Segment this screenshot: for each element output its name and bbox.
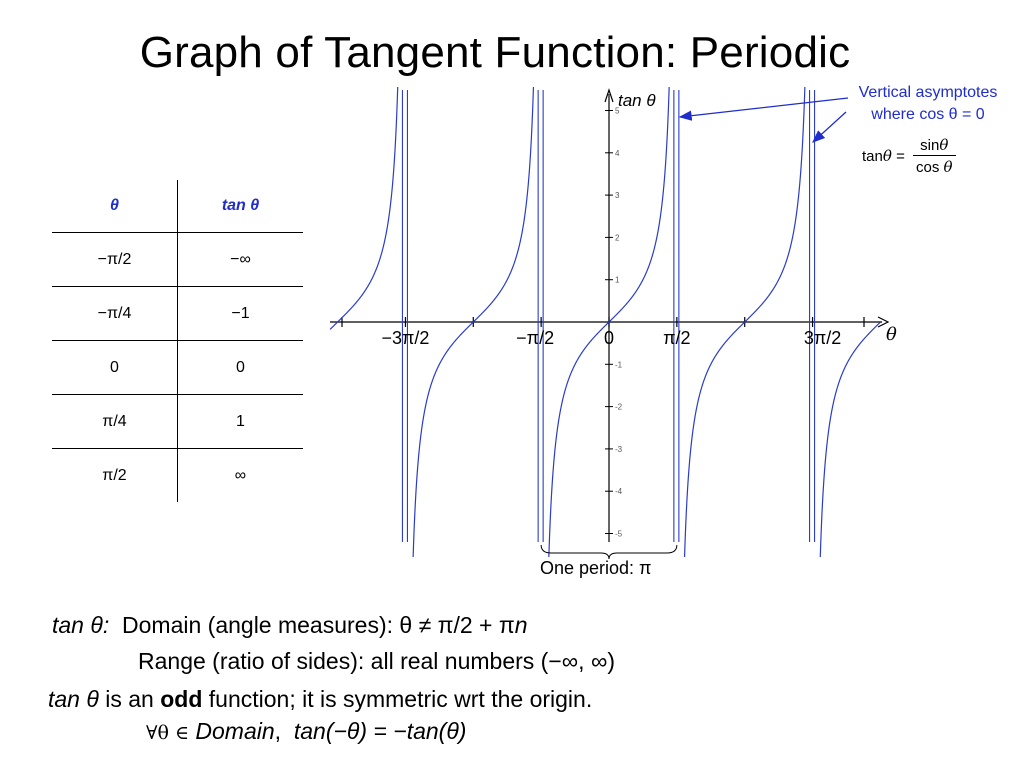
table-header-tan: tan θ [177,180,303,233]
table-cell-theta: π/2 [52,448,178,502]
formula-tan: tan [862,148,883,165]
tangent-branch [412,87,535,557]
tangent-branch [819,322,881,557]
tangent-branch [329,87,399,330]
formula-theta-num: θ [939,136,949,154]
y-tick-label: 1 [615,276,620,285]
formula-denominator: cos θ [913,156,956,176]
y-tick-label: -3 [615,445,623,454]
forall-domain: Domain [195,718,275,744]
formula-equals: = [896,148,905,165]
y-tick-label: -4 [615,487,623,496]
table-cell-theta: −π/4 [52,286,178,341]
y-tick-label: -2 [615,403,623,412]
table-cell-tan: −∞ [177,232,303,287]
domain-n: n [514,612,528,638]
table-row: π/2 ∞ [52,448,303,502]
formula-numerator: sinθ [913,136,956,156]
asymptote-lines [401,90,816,542]
axes [330,88,890,542]
odd-mid: is an [98,686,161,712]
table-cell-theta: −π/2 [52,232,178,287]
domain-tan-label: tan θ: [52,612,110,638]
y-tick-label: 2 [615,233,620,242]
odd-note: tan θ is an odd function; it is symmetri… [48,686,592,713]
tangent-branch [548,87,670,557]
forall-comma: , [274,718,282,744]
odd-suffix: function; it is symmetric wrt the origin… [202,686,593,712]
x-tick-label: π/2 [663,328,690,348]
formula-fraction: sinθ cos θ [913,136,956,176]
table-row: 0 0 [52,340,303,395]
y-tick-label: 5 [615,107,620,116]
table-row: −π/4 −1 [52,286,303,341]
table-row: −π/2 −∞ [52,232,303,287]
table-cell-tan: ∞ [234,466,247,484]
y-tick-label: -5 [615,530,623,539]
table-cell-tan: 1 [177,394,303,449]
tan-formula: tanθ = sinθ cos θ [862,136,956,176]
asymptote-arrow [812,111,847,143]
table-cell-theta: π/4 [52,394,178,449]
period-label: One period: π [540,558,652,578]
y-axis-label: tan θ [618,91,656,110]
y-tick-label: -1 [615,360,623,369]
asymptote-note: Vertical asymptotes where cos θ = 0 [838,82,1018,126]
table-cell-tan: −1 [177,286,303,341]
identity-note: ∀θ ∈ Domain, tan(−θ) = −tan(θ) [146,718,466,745]
formula-sin: sin [920,137,940,154]
x-tick-label: −3π/2 [381,328,429,348]
odd-tan: tan θ [48,686,99,712]
domain-text: Domain (angle measures): θ ≠ π/2 + π [122,612,515,638]
formula-lhs: tanθ = [862,147,905,165]
table-header-row: θ tan θ [52,180,303,233]
asymptote-note-line2: where cos θ = 0 [871,106,985,123]
x-axis-arrow [877,316,890,328]
asymptote-note-line1: Vertical asymptotes [858,84,998,101]
y-tick-label: 4 [615,149,620,158]
formula-theta: θ [882,147,892,165]
table-cell-tan: 0 [177,340,303,395]
table-cell-theta: 0 [52,340,178,395]
value-table: θ tan θ −π/2 −∞ −π/4 −1 0 0 π/4 1 π/2 ∞ [52,180,303,502]
x-tick-label: 3π/2 [804,328,841,348]
y-tick-label: 3 [615,191,620,200]
period-brace [540,544,678,560]
annotation-arrows [540,97,849,560]
formula-cos: cos [916,159,940,176]
domain-note: tan θ: Domain (angle measures): θ ≠ π/2 … [52,612,528,639]
formula-theta-den: θ [943,158,953,176]
table-header-theta: θ [52,180,178,233]
asymptote-arrow [678,97,849,121]
x-tick-label: −π/2 [516,328,554,348]
forall-symbol: ∀θ ∈ [146,722,190,744]
range-note: Range (ratio of sides): all real numbers… [138,648,616,674]
y-axis-arrow [604,88,614,103]
tangent-branch [683,87,806,557]
x-axis-label: θ [886,324,897,345]
tangent-curves [329,87,881,557]
odd-word: odd [160,686,203,712]
table-row: π/4 1 [52,394,303,449]
x-tick-label: 0 [604,328,614,348]
odd-identity: tan(−θ) = −tan(θ) [293,718,467,744]
page-title: Graph of Tangent Function: Periodic [139,28,851,77]
